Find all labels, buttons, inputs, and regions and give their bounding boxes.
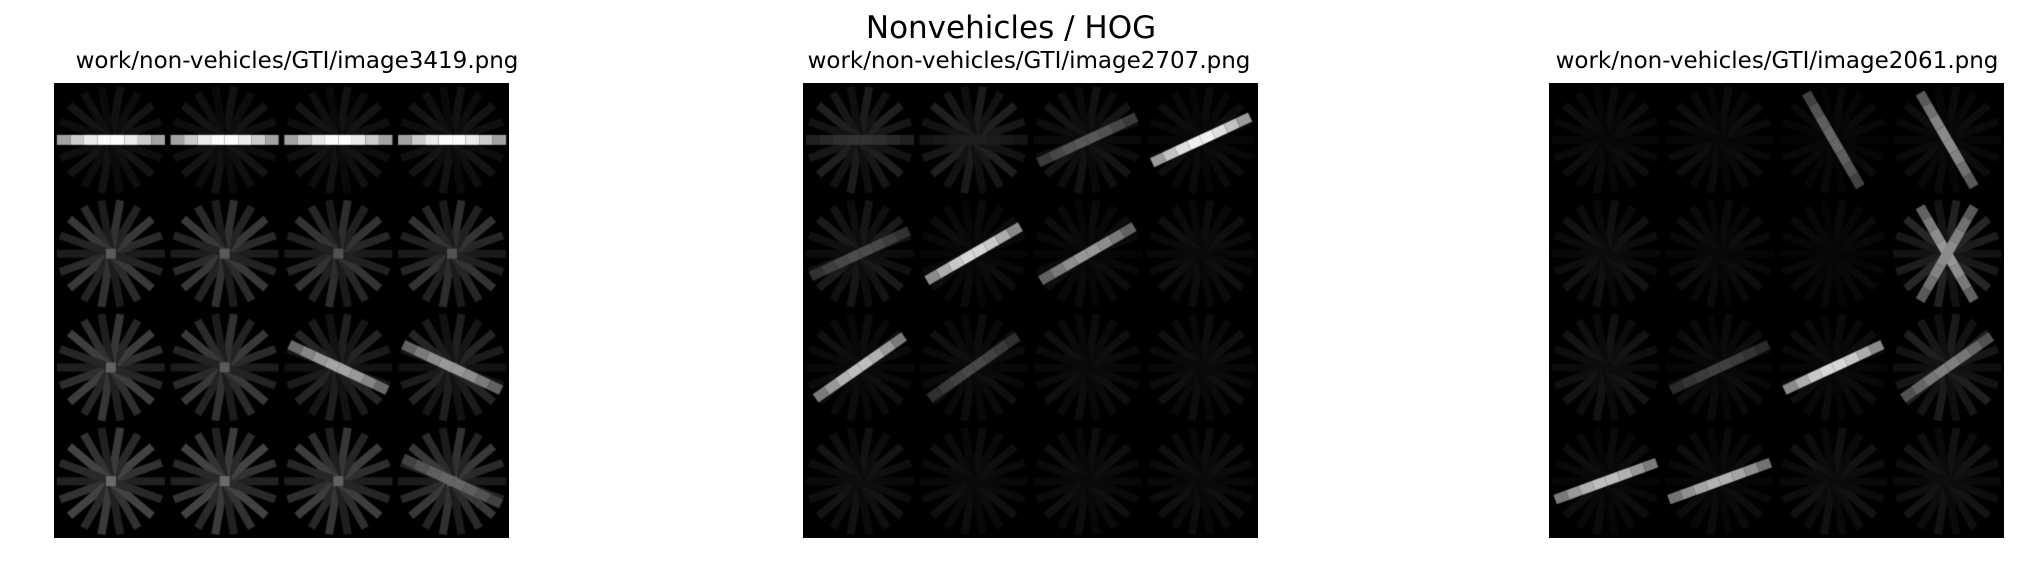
hog-image-1 xyxy=(54,83,509,538)
panel-title: work/non-vehicles/GTI/image2707.png xyxy=(807,48,1251,74)
panel-title: work/non-vehicles/GTI/image2061.png xyxy=(1555,48,1999,74)
hog-image-2 xyxy=(803,83,1258,538)
panel-title: work/non-vehicles/GTI/image3419.png xyxy=(75,48,519,74)
hog-panel-3: work/non-vehicles/GTI/image2061.png xyxy=(1482,46,2022,546)
figure-title: Nonvehicles / HOG xyxy=(865,10,1157,46)
hog-image-3 xyxy=(1549,83,2004,538)
hog-panel-2: work/non-vehicles/GTI/image2707.png xyxy=(734,46,1324,546)
hog-panel-1: work/non-vehicles/GTI/image3419.png xyxy=(2,46,592,546)
